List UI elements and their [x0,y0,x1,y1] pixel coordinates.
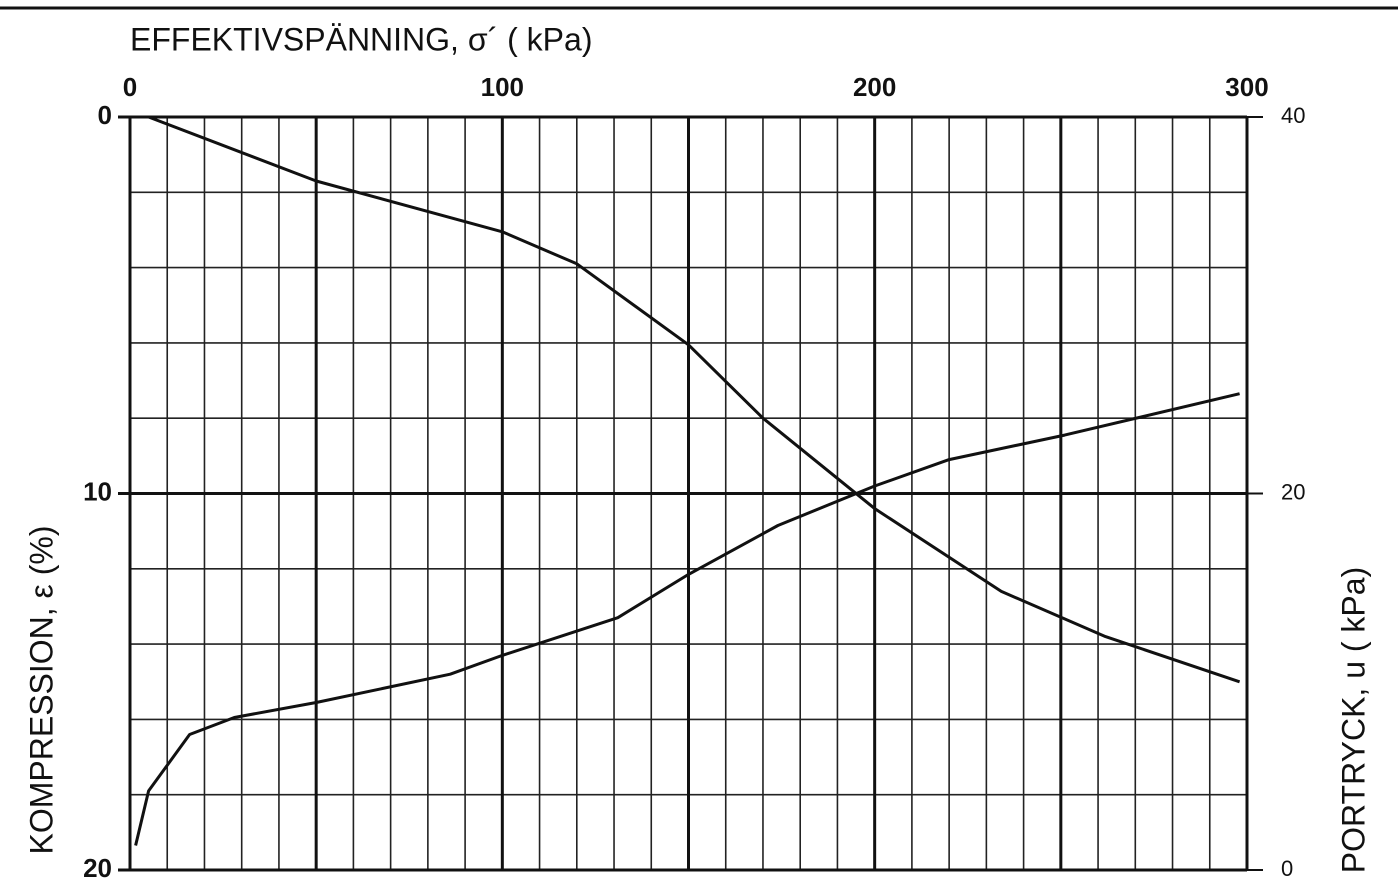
chart-title: EFFEKTIVSPÄNNING, σ´ ( kPa) [130,21,592,57]
y-tick-label: 0 [98,100,112,130]
x-tick-label: 200 [853,72,896,102]
y2-tick-label: 20 [1281,479,1305,504]
y-tick-label: 20 [83,853,112,883]
data-line [148,115,1241,684]
data-line [134,392,1240,846]
y2-tick-label: 40 [1281,103,1305,128]
y-tick-label: 10 [83,476,112,506]
x-tick-label: 100 [481,72,524,102]
y-axis-label: KOMPRESSION, ε (%) [23,526,59,855]
y2-axis-label: PORTRYCK, u ( kPa) [1335,567,1371,873]
y2-tick-label: 0 [1281,856,1293,881]
x-tick-label: 300 [1225,72,1268,102]
x-tick-label: 0 [123,72,137,102]
